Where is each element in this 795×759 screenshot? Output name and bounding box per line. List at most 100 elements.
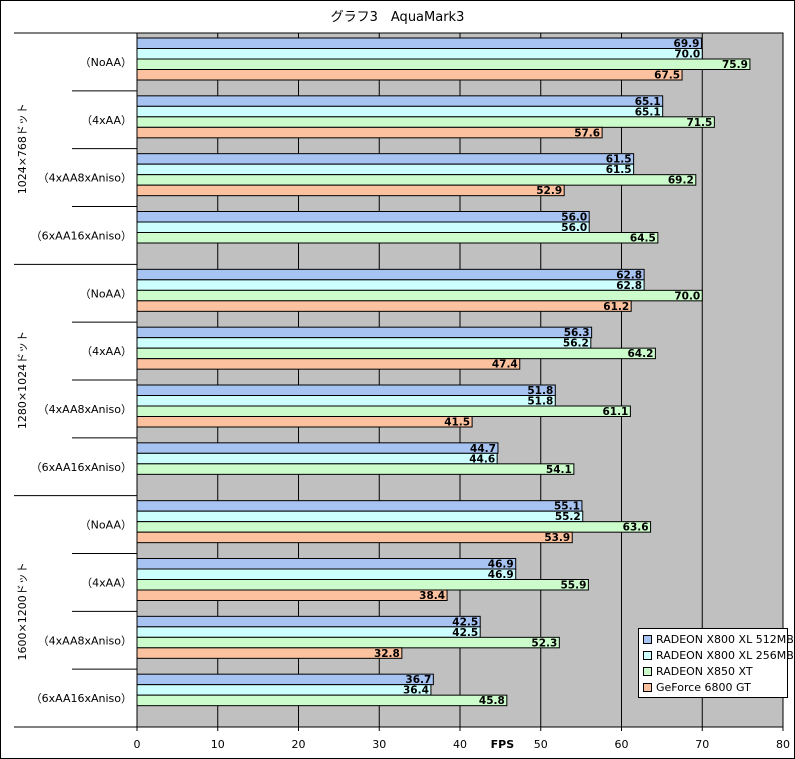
category-label: （6xAA16xAniso） [31,461,132,474]
bar [136,358,521,370]
legend-item: RADEON X800 XL 256MB [643,647,794,663]
data-label: 69.2 [668,175,694,187]
category-label: （4xAA） [81,576,132,589]
legend: RADEON X800 XL 512MB RADEON X800 XL 256MB… [638,628,794,698]
bar [136,694,508,707]
bar [136,232,659,244]
data-label: 62.8 [616,280,642,292]
x-tick-label: 30 [372,738,386,751]
bar [136,395,556,407]
bar [136,568,517,580]
bar [136,579,589,591]
category-label: （4xAA8xAniso） [38,634,132,647]
data-label: 55.1 [554,501,580,513]
bar [136,326,593,339]
data-label: 38.4 [419,590,445,602]
bar [136,211,590,223]
bar [136,279,645,291]
category-label: （4xAA8xAniso） [38,403,132,416]
data-label: 51.8 [527,385,553,397]
data-label: 64.5 [630,233,656,245]
legend-label: RADEON X850 XT [656,664,753,678]
bar [136,416,473,428]
data-label: 53.9 [544,532,570,544]
group-label: 1024×768ドット [16,103,29,194]
x-axis-label: FPS [491,738,515,751]
bar [136,684,432,696]
category-label: （6xAA16xAniso） [31,229,132,242]
legend-swatch [643,650,652,660]
bar [136,69,683,81]
bar [136,521,652,533]
category-label: （NoAA） [80,56,132,69]
bar [136,405,631,417]
data-label: 42.5 [452,627,478,639]
data-label: 52.3 [531,637,557,649]
data-label: 62.8 [616,269,642,281]
bar [136,452,498,465]
legend-label: GeForce 6800 GT [656,680,751,694]
x-tick-label: 70 [695,738,709,751]
bar [136,337,592,349]
bar [136,163,635,176]
data-label: 54.1 [546,464,572,476]
group-label: 1600×1200ドット [16,562,29,660]
data-label: 67.5 [654,70,680,82]
data-label: 65.1 [635,106,661,118]
bar [136,174,697,186]
bar [136,289,703,302]
data-label: 64.2 [627,348,653,360]
bar [136,221,590,233]
x-tick-label: 10 [211,738,225,751]
data-label: 56.2 [563,338,589,350]
bar [136,37,702,49]
legend-label: RADEON X800 XL 256MB [656,648,794,662]
legend-swatch [643,682,652,692]
data-label: 56.0 [561,222,587,234]
bar [136,48,703,60]
data-label: 44.7 [470,443,496,455]
category-label: （6xAA16xAniso） [31,692,132,705]
data-label: 46.9 [488,569,514,581]
legend-item: RADEON X800 XL 512MB [643,631,794,647]
data-label: 56.0 [561,212,587,224]
bar [136,300,632,312]
bar [136,95,664,107]
bar [136,105,664,118]
bar [136,116,715,128]
bar [136,463,575,475]
x-tick-label: 60 [615,738,629,751]
bar [136,500,583,512]
data-label: 75.9 [722,59,748,71]
data-label: 70.0 [674,290,700,302]
data-label: 71.5 [686,117,712,129]
data-label: 36.7 [405,674,431,686]
legend-swatch [643,634,652,644]
data-label: 70.0 [674,49,700,61]
category-label: （NoAA） [80,519,132,532]
data-label: 61.1 [602,406,628,418]
group-label: 1280×1024ドット [16,331,29,429]
bar [136,589,448,601]
data-label: 44.6 [469,453,495,465]
data-label: 51.8 [527,396,553,408]
bar [136,126,603,139]
data-label: 55.2 [555,511,581,523]
bar [136,384,556,396]
bar [136,153,635,165]
data-label: 61.2 [603,301,629,313]
bar [136,268,645,281]
bar [136,347,656,360]
data-label: 32.8 [374,648,400,660]
data-label: 36.4 [403,685,429,697]
data-label: 55.9 [560,580,586,592]
x-tick-label: 0 [134,738,141,751]
data-label: 56.3 [564,327,590,339]
category-label: （4xAA8xAniso） [38,172,132,185]
data-label: 61.5 [606,154,632,166]
bar [136,510,584,523]
bar [136,58,751,70]
data-label: 45.8 [479,695,505,707]
legend-item: RADEON X850 XT [643,663,783,679]
